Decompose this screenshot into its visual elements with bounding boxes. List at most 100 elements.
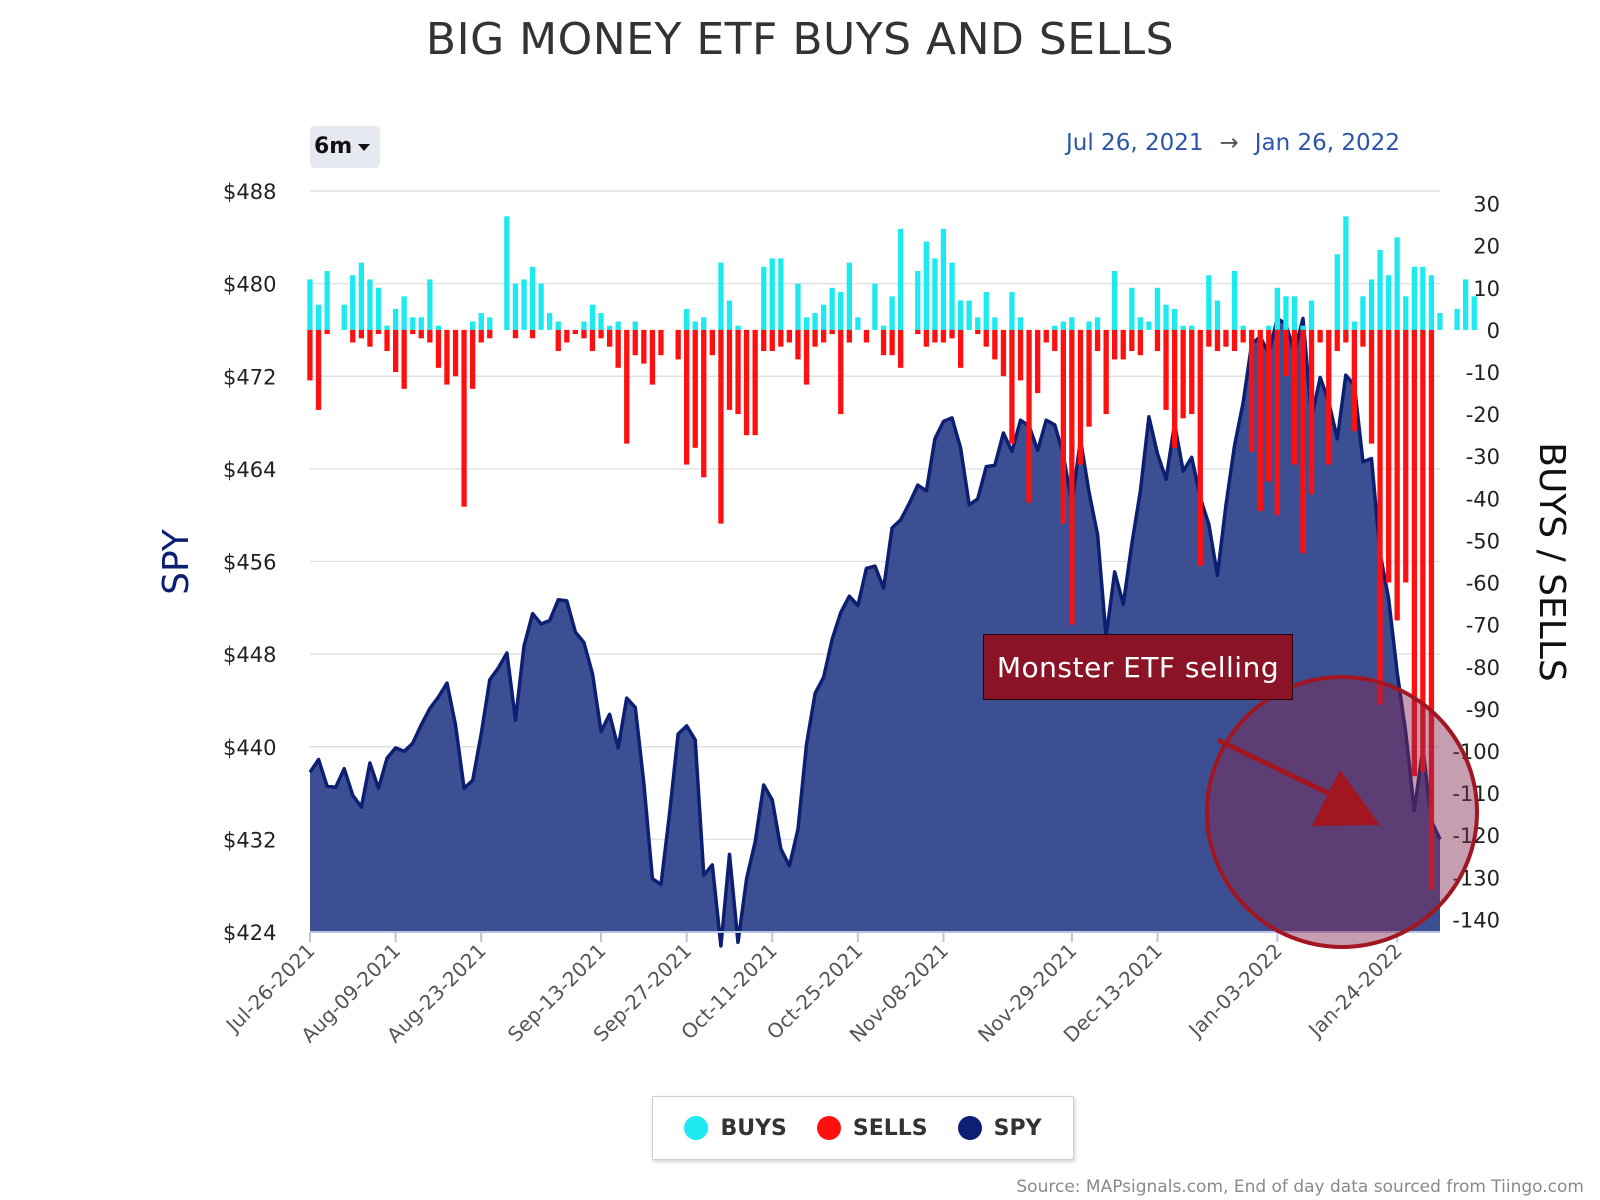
sell-bar xyxy=(1129,329,1135,351)
buy-bar xyxy=(898,228,904,330)
sell-bar xyxy=(555,329,561,351)
sell-bar xyxy=(975,329,981,335)
sell-bar xyxy=(581,329,587,339)
sell-bar xyxy=(1394,329,1400,621)
sell-bar xyxy=(1368,329,1375,444)
y-left-tick-label: $440 xyxy=(223,736,276,760)
y-right-axis-title: BUYS / SELLS xyxy=(1531,442,1572,681)
buy-bar xyxy=(1360,296,1366,330)
buy-bar xyxy=(1334,254,1340,330)
buy-bar xyxy=(1206,275,1212,330)
sell-bar xyxy=(735,329,741,415)
legend-label-buys: BUYS xyxy=(720,1115,787,1141)
sell-bar xyxy=(675,329,681,360)
sell-bar xyxy=(1249,329,1255,452)
sell-bar xyxy=(1214,329,1221,351)
buy-bar xyxy=(838,292,844,330)
sell-bar xyxy=(692,329,698,448)
sell-bar xyxy=(607,329,613,347)
sell-bar xyxy=(632,329,638,356)
buy-bar xyxy=(949,262,955,330)
sell-bar xyxy=(1060,329,1066,524)
chart-title: BIG MONEY ETF BUYS AND SELLS xyxy=(425,14,1175,65)
sell-bar xyxy=(324,329,330,335)
buy-bar xyxy=(1454,308,1460,330)
buy-bar xyxy=(726,300,733,330)
sell-bar xyxy=(375,329,382,335)
sell-bar xyxy=(401,329,407,389)
range-selector-dropdown[interactable]: 6m xyxy=(310,126,380,168)
buy-bar xyxy=(872,283,878,330)
buy-bar xyxy=(581,321,587,330)
sell-bar xyxy=(1257,329,1263,511)
buy-sell-bars xyxy=(307,216,1477,890)
buy-bar xyxy=(1112,271,1118,330)
sell-bar xyxy=(846,329,852,343)
buy-bar xyxy=(555,321,561,330)
buy-bar xyxy=(512,283,519,330)
sell-bar xyxy=(1197,329,1203,566)
sell-bar xyxy=(786,329,792,343)
sell-bar xyxy=(564,329,570,343)
y-left-tick-label: $488 xyxy=(223,180,276,204)
buy-bar xyxy=(384,325,390,330)
buy-bar xyxy=(341,304,347,330)
buy-bar xyxy=(795,283,801,330)
buy-bar xyxy=(1283,296,1289,330)
buy-bar xyxy=(307,279,313,330)
y-right-tick-label: -60 xyxy=(1466,572,1500,596)
buy-bar xyxy=(487,317,493,330)
sell-bar xyxy=(1077,329,1084,465)
buy-bar xyxy=(315,304,322,330)
y-left-tick-label: $480 xyxy=(223,273,276,297)
buy-bar xyxy=(1163,304,1169,330)
sell-bar xyxy=(624,329,630,444)
buy-bar xyxy=(529,266,536,330)
buy-bar xyxy=(1017,317,1024,330)
buy-bar xyxy=(1231,271,1238,330)
sell-bar xyxy=(1120,329,1126,360)
arrow-head xyxy=(1312,770,1380,826)
sell-bar xyxy=(384,329,390,351)
sell-bar xyxy=(427,329,433,343)
sell-bar xyxy=(1326,329,1332,465)
buy-bar xyxy=(1214,300,1221,330)
sell-bar xyxy=(923,329,929,347)
sell-bar xyxy=(1360,329,1366,347)
sell-bar xyxy=(1223,329,1229,347)
sell-bar xyxy=(410,329,416,335)
sell-bar xyxy=(1094,329,1101,351)
buy-bar xyxy=(1420,266,1426,330)
sell-bar xyxy=(315,329,322,410)
sell-bar xyxy=(812,329,818,347)
sell-bar xyxy=(915,329,921,335)
sell-bar xyxy=(1351,329,1357,431)
legend-item-spy[interactable]: SPY xyxy=(957,1116,1042,1141)
sell-bar xyxy=(1112,329,1118,360)
sell-bar xyxy=(1291,329,1298,465)
buy-bar xyxy=(1069,317,1075,330)
sell-bar xyxy=(752,329,758,436)
y-right-tick-label: 10 xyxy=(1473,277,1500,301)
y-left-tick-label: $456 xyxy=(223,551,276,575)
buy-bar xyxy=(1266,325,1272,330)
date-range-start[interactable]: Jul 26, 2021 xyxy=(1066,130,1204,156)
buy-bar xyxy=(401,296,407,330)
buy-bar xyxy=(1240,325,1246,330)
caret-down-icon xyxy=(358,143,371,151)
legend-item-buys[interactable]: BUYS xyxy=(684,1115,787,1141)
buy-bar xyxy=(1411,266,1417,330)
buy-bar xyxy=(958,300,964,330)
date-range-end[interactable]: Jan 26, 2022 xyxy=(1254,130,1400,156)
sell-bar xyxy=(649,329,656,385)
legend-dot-spy xyxy=(957,1116,982,1140)
legend-item-sells[interactable]: SELLS xyxy=(816,1116,928,1141)
sell-bar xyxy=(1189,329,1195,415)
sell-bar xyxy=(1274,329,1280,516)
buy-bar xyxy=(855,317,861,330)
y-left-tick-label: $472 xyxy=(223,365,276,389)
buy-bar xyxy=(1060,321,1066,330)
buy-bar xyxy=(1394,237,1400,330)
sell-bar xyxy=(367,329,373,347)
sell-bar xyxy=(1377,329,1383,705)
